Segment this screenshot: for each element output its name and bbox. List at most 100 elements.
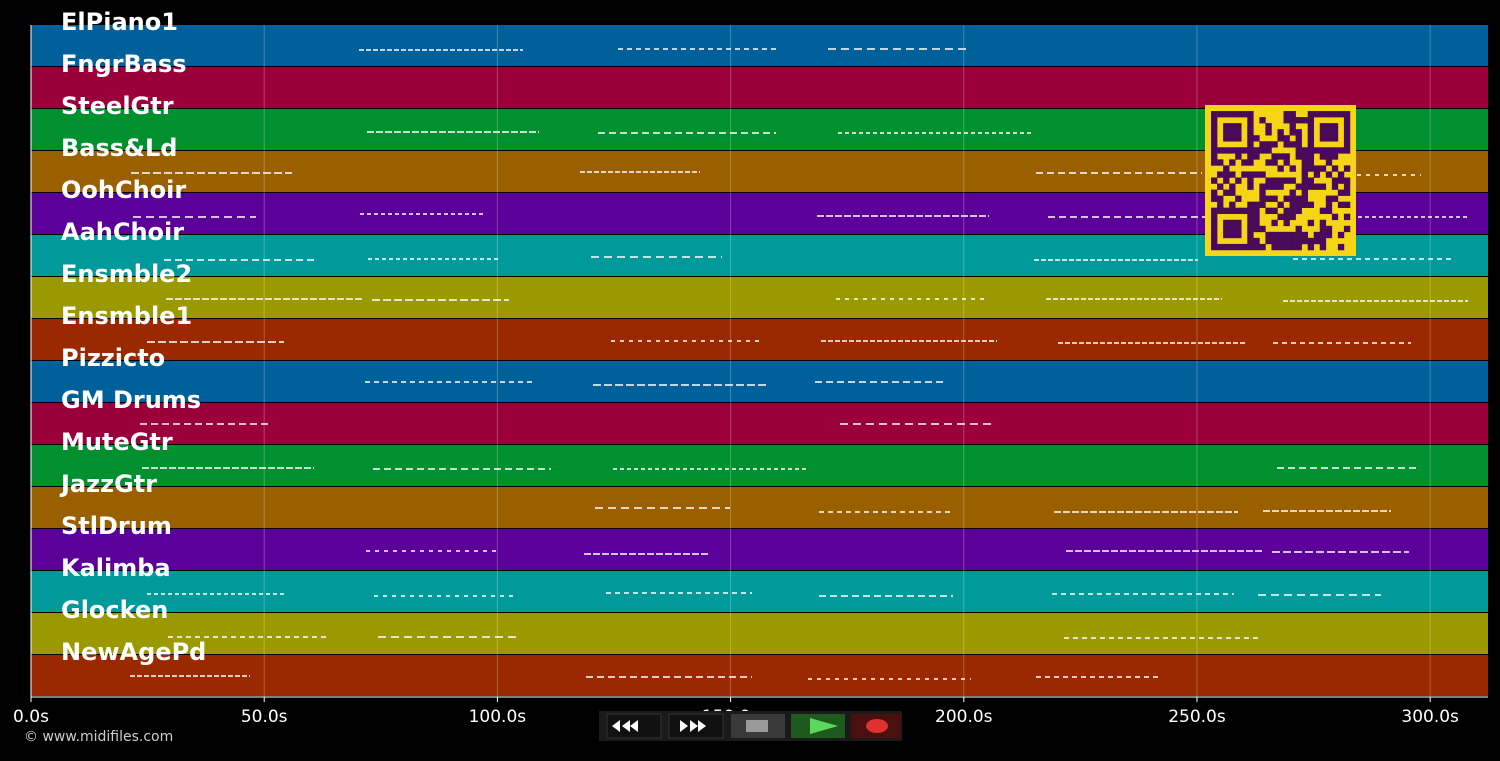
qr-cell [1307, 141, 1315, 148]
play-button[interactable] [791, 714, 845, 738]
qr-cell [1217, 243, 1224, 251]
qr-cell [1265, 123, 1272, 130]
qr-cell [1295, 135, 1302, 142]
qr-cell [1247, 141, 1254, 148]
transport-controls [599, 711, 902, 741]
track-band [31, 655, 1488, 696]
qr-cell [1223, 177, 1230, 184]
qr-cell [1241, 159, 1248, 166]
qr-cell [1307, 123, 1315, 130]
qr-cell [1307, 111, 1315, 118]
qr-cell [1247, 201, 1254, 208]
qr-cell [1229, 111, 1236, 118]
qr-cell [1289, 213, 1296, 221]
track-labels: ElPiano1 FngrBass SteelGtr Bass&Ld OohChoir A… [59, 8, 206, 666]
qr-cell [1247, 135, 1254, 142]
qr-cell [1331, 147, 1339, 154]
qr-cell [1277, 183, 1284, 190]
record-button[interactable] [851, 714, 901, 738]
qr-cell [1223, 123, 1230, 130]
qr-cell [1265, 195, 1272, 202]
x-tick-label: 50.0s [241, 707, 288, 727]
qr-cell [1319, 225, 1327, 233]
qr-cell [1229, 171, 1236, 178]
qr-cell [1253, 213, 1260, 221]
qr-cell [1247, 123, 1254, 130]
forward-button[interactable] [668, 713, 724, 739]
qr-cell [1283, 231, 1290, 239]
qr-cell [1229, 231, 1236, 239]
qr-cell [1313, 231, 1321, 239]
qr-cell [1277, 135, 1284, 142]
qr-cell [1289, 177, 1296, 184]
qr-cell [1343, 165, 1351, 172]
qr-cell [1277, 243, 1284, 251]
qr-cell [1235, 177, 1242, 184]
qr-cell [1283, 213, 1290, 221]
qr-cell [1211, 195, 1218, 202]
qr-cell [1301, 117, 1308, 124]
qr-cell [1211, 207, 1218, 215]
qr-cell [1217, 171, 1224, 178]
qr-cell [1241, 147, 1248, 154]
qr-cell [1247, 243, 1254, 251]
qr-cell [1301, 153, 1308, 160]
qr-cell [1253, 201, 1260, 208]
qr-cell [1241, 207, 1248, 215]
qr-cell [1277, 129, 1284, 136]
rewind-button[interactable] [606, 713, 662, 739]
x-tick-label: 100.0s [469, 707, 527, 727]
qr-cell [1235, 207, 1242, 215]
track-band [31, 319, 1488, 360]
qr-cell [1247, 177, 1254, 184]
qr-cell [1259, 225, 1266, 233]
qr-cell [1211, 243, 1218, 251]
qr-cell [1247, 207, 1254, 215]
qr-cell [1343, 177, 1351, 184]
qr-cell [1229, 219, 1236, 227]
qr-cell [1289, 207, 1296, 215]
qr-cell [1289, 165, 1296, 172]
qr-cell [1211, 237, 1218, 245]
qr-cell [1229, 201, 1236, 208]
qr-cell [1289, 237, 1296, 245]
qr-cell [1307, 219, 1315, 227]
qr-cell [1343, 147, 1351, 154]
qr-cell [1211, 225, 1218, 233]
qr-cell [1211, 123, 1218, 130]
qr-cell [1247, 237, 1254, 245]
qr-cell [1343, 129, 1351, 136]
qr-cell [1343, 111, 1351, 118]
qr-cell [1289, 111, 1296, 118]
qr-cell [1241, 171, 1248, 178]
qr-cell [1271, 207, 1278, 215]
qr-cell [1229, 159, 1236, 166]
qr-cell [1265, 147, 1272, 154]
qr-cell [1313, 237, 1321, 245]
qr-cell [1241, 111, 1248, 118]
qr-cell [1343, 183, 1351, 190]
qr-cell [1319, 237, 1327, 245]
qr-cell [1223, 135, 1230, 142]
qr-cell [1253, 243, 1260, 251]
qr-cell [1295, 141, 1302, 148]
qr-cell [1235, 243, 1242, 251]
qr-cell [1271, 141, 1278, 148]
stop-button[interactable] [731, 714, 785, 738]
qr-cell [1223, 207, 1230, 215]
qr-cell [1277, 213, 1284, 221]
qr-cell [1211, 219, 1218, 227]
qr-cell [1229, 183, 1236, 190]
x-tick-label: 250.0s [1168, 707, 1226, 727]
qr-cell [1271, 219, 1278, 227]
track-band [31, 529, 1488, 570]
qr-cell [1265, 129, 1272, 136]
qr-cell [1235, 123, 1242, 130]
qr-cell [1295, 225, 1302, 233]
qr-cell [1217, 201, 1224, 208]
qr-cell [1319, 165, 1327, 172]
qr-cell [1271, 237, 1278, 245]
track-name: Kalimba [61, 554, 171, 582]
track-name: Bass&Ld [61, 134, 177, 162]
track-name: StlDrum [61, 512, 172, 540]
